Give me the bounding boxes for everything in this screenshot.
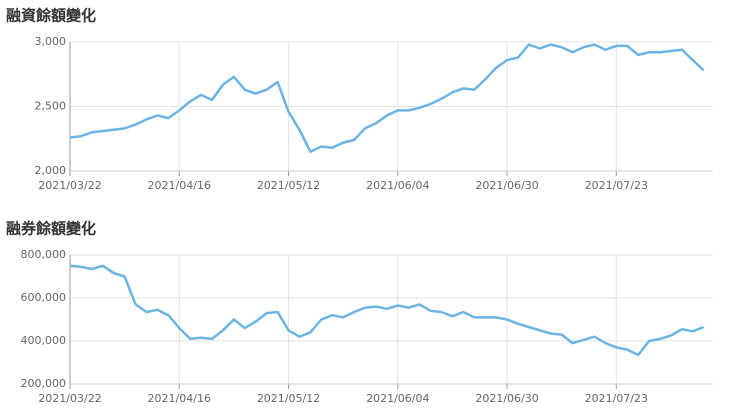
x-tick-label: 2021/03/22 — [38, 392, 101, 405]
y-tick-label: 200,000 — [21, 377, 67, 390]
x-tick-label: 2021/06/30 — [475, 392, 538, 405]
y-tick-label: 400,000 — [21, 334, 67, 347]
x-tick-label: 2021/05/12 — [257, 179, 320, 192]
y-tick-label: 3,000 — [35, 35, 67, 48]
y-tick-label: 2,000 — [35, 164, 67, 177]
line-series — [69, 264, 705, 357]
y-tick-label: 600,000 — [21, 291, 67, 304]
chart-title: 融券餘額變化 — [6, 220, 96, 238]
x-tick-label: 2021/05/12 — [257, 392, 320, 405]
line-series — [69, 43, 705, 153]
x-tick-label: 2021/04/16 — [148, 392, 211, 405]
y-tick-label: 800,000 — [21, 248, 67, 261]
y-tick-label: 2,500 — [35, 100, 67, 113]
x-tick-label: 2021/03/22 — [38, 179, 101, 192]
x-tick-label: 2021/06/30 — [475, 179, 538, 192]
x-tick-label: 2021/06/04 — [366, 179, 429, 192]
chart-title: 融資餘額變化 — [6, 7, 96, 25]
x-tick-label: 2021/04/16 — [148, 179, 211, 192]
x-tick-label: 2021/07/23 — [585, 392, 648, 405]
x-tick-label: 2021/06/04 — [366, 392, 429, 405]
x-tick-label: 2021/07/23 — [585, 179, 648, 192]
